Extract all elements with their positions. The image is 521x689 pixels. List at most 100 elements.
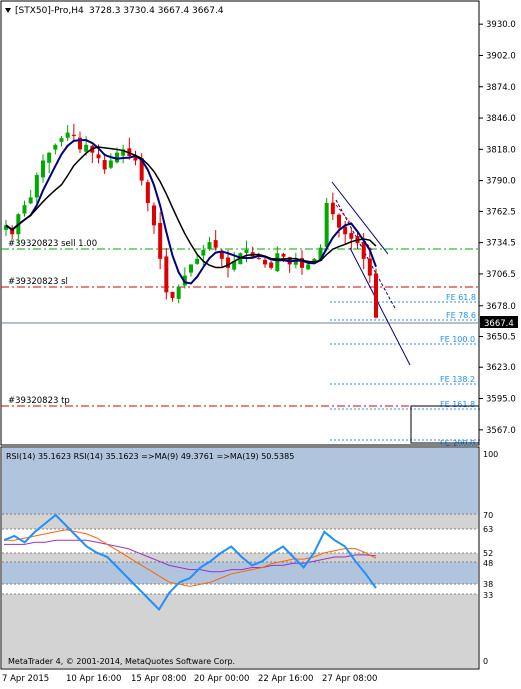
candle-body: [158, 222, 163, 259]
price-tick-label: 3595.0: [486, 395, 516, 405]
candle-body: [22, 205, 27, 214]
candle-body: [219, 250, 224, 259]
fibo-label-138: FE 138.2: [440, 375, 475, 384]
copyright: MetaTrader 4, © 2001-2014, MetaQuotes So…: [8, 657, 235, 666]
svg-text:15 Apr 08:00: 15 Apr 08:00: [131, 674, 186, 684]
candle-body: [65, 132, 70, 138]
candle-body: [275, 253, 280, 272]
rsi-band-38-33: [2, 584, 478, 594]
candle-body: [96, 154, 101, 159]
stop-loss-label: #39320823 sl: [8, 277, 68, 287]
candle-body: [207, 242, 212, 250]
price-tick-label: 3846.0: [486, 114, 516, 124]
price-tick-label: 3678.0: [486, 302, 516, 312]
time-axis: 7 Apr 2015 10 Apr 16:00 15 Apr 08:00 20 …: [2, 674, 377, 684]
candle-body: [108, 160, 113, 168]
svg-text:7 Apr 2015: 7 Apr 2015: [2, 674, 49, 684]
trend-channel[interactable]: [331, 181, 411, 366]
candle-body: [361, 241, 366, 259]
rsi-band-48-38: [2, 562, 478, 584]
rsi-axis: 100 70 63 52 48 38 33 0: [483, 450, 498, 666]
svg-text:27 Apr 08:00: 27 Apr 08:00: [322, 674, 377, 684]
ohlc-values: 3728.3 3730.4 3667.4 3667.4: [89, 6, 224, 16]
sell-order-label: #39320823 sell 1.00: [8, 239, 97, 249]
svg-text:100: 100: [483, 450, 498, 459]
candle-body: [176, 286, 181, 299]
price-tick-label: 3623.0: [486, 363, 516, 373]
candle-body: [232, 261, 237, 270]
candle-body: [41, 160, 45, 178]
svg-text:0: 0: [483, 657, 488, 666]
candle-body: [10, 227, 15, 235]
rsi-band-52-48: [2, 553, 478, 562]
candle-body: [71, 134, 76, 136]
order-box[interactable]: [410, 405, 480, 444]
price-tick-label: 3902.0: [486, 51, 516, 61]
take-profit-label: #39320823 tp: [8, 396, 70, 406]
rsi-ma9-line: [4, 529, 377, 587]
candle-body: [78, 137, 82, 150]
candle-body: [256, 258, 261, 260]
candle-body: [213, 240, 218, 248]
price-tick-label: 3650.5: [486, 333, 516, 343]
svg-text:22 Apr 16:00: 22 Apr 16:00: [258, 674, 313, 684]
candle-body: [367, 258, 372, 276]
candle-body: [318, 247, 323, 261]
svg-text:20 Apr 00:00: 20 Apr 00:00: [194, 674, 249, 684]
candle-body: [102, 160, 107, 170]
price-axis: 3930.0 3902.0 3874.0 3846.0 3818.0 3790.0 3762…: [479, 20, 516, 436]
candle-body: [53, 144, 58, 150]
rsi-level-lines: [2, 513, 478, 595]
price-tick-label: 3874.0: [486, 83, 516, 93]
candle-body: [133, 156, 138, 161]
candle-body: [201, 249, 206, 256]
symbol-label: [STX50]-Pro,H4: [15, 6, 84, 16]
price-tick-label: 3930.0: [486, 20, 516, 30]
triangle-down-icon[interactable]: [5, 8, 11, 13]
moving-average-slow: [5, 146, 377, 269]
price-tick-label: 3734.5: [486, 239, 516, 249]
candle-body: [34, 175, 39, 198]
candle-body: [337, 214, 341, 228]
candle-body: [84, 144, 89, 152]
candle-body: [28, 197, 33, 204]
svg-text:33: 33: [483, 591, 493, 600]
candle-body: [226, 257, 230, 268]
price-tick-label: 3706.5: [486, 270, 516, 280]
main-chart-pane[interactable]: [0, 0, 480, 446]
rsi-oversold-band: [2, 594, 478, 668]
fibo-label-100: FE 100.0: [440, 335, 475, 344]
price-tick-label: 3818.0: [486, 145, 516, 155]
candle-body: [244, 249, 249, 254]
current-price-label: 3667.4: [484, 319, 514, 329]
candle-body: [300, 258, 304, 268]
candle-body: [152, 205, 156, 226]
candle-body: [145, 182, 150, 203]
candle-body: [195, 258, 200, 264]
candle-body: [330, 202, 335, 215]
candle-body: [312, 258, 317, 262]
price-tick-label: 3762.5: [486, 207, 516, 217]
fibo-label-78: FE 78.6: [446, 311, 476, 320]
candle-body: [293, 261, 298, 265]
candle-body: [164, 256, 169, 293]
price-tick-label: 3567.0: [486, 426, 516, 436]
fibo-label-61: FE 61.8: [446, 293, 476, 302]
fibo-label-161: FE 161.8: [440, 400, 475, 409]
candle-body: [59, 138, 64, 142]
svg-text:10 Apr 16:00: 10 Apr 16:00: [66, 674, 121, 684]
candle-body: [343, 226, 348, 235]
candle-body: [263, 259, 267, 265]
rsi-header: RSI(14) 35.1623 RSI(14) 35.1623 =>MA(9) …: [6, 452, 294, 461]
candle-body: [170, 292, 175, 298]
svg-text:48: 48: [483, 559, 493, 568]
moving-average-fast: [5, 139, 377, 285]
rsi-overbought-band: [2, 448, 478, 514]
candle-body: [374, 273, 378, 318]
candle-body: [324, 202, 329, 248]
candle-body: [115, 152, 119, 163]
rsi-ma19-line: [4, 539, 377, 573]
svg-text:52: 52: [483, 549, 493, 558]
candle-body: [281, 253, 286, 257]
